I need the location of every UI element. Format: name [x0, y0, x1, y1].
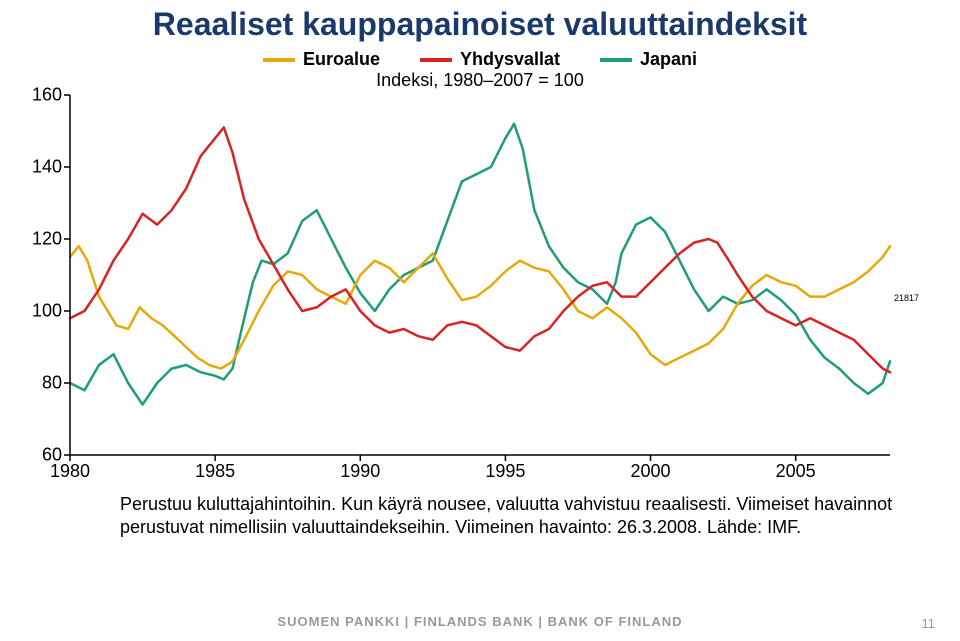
- legend-label: Yhdysvallat: [460, 49, 560, 70]
- chart-stamp: 21817: [894, 293, 919, 303]
- legend-swatch-yhdysvallat: [420, 58, 452, 62]
- line-chart: [70, 95, 890, 455]
- chart-area: 21817 6080100120140160198019851990199520…: [70, 95, 890, 455]
- page: Reaaliset kauppapainoiset valuuttaindeks…: [0, 0, 960, 641]
- y-tick-label: 160: [32, 85, 70, 106]
- x-tick-label: 1980: [50, 455, 90, 482]
- y-tick-label: 120: [32, 229, 70, 250]
- legend-item: Japani: [600, 49, 697, 70]
- chart-caption: Perustuu kuluttajahintoihin. Kun käyrä n…: [120, 493, 900, 538]
- x-tick-label: 1985: [195, 455, 235, 482]
- legend-item: Euroalue: [263, 49, 380, 70]
- y-tick-label: 100: [32, 301, 70, 322]
- x-tick-label: 1990: [340, 455, 380, 482]
- legend-swatch-euroalue: [263, 58, 295, 62]
- chart-subtitle: Indeksi, 1980–2007 = 100: [0, 70, 960, 91]
- x-tick-label: 2005: [776, 455, 816, 482]
- legend-label: Japani: [640, 49, 697, 70]
- legend-label: Euroalue: [303, 49, 380, 70]
- footer-text: SUOMEN PANKKI | FINLANDS BANK | BANK OF …: [277, 614, 682, 629]
- page-number: 11: [922, 616, 936, 631]
- footer: SUOMEN PANKKI | FINLANDS BANK | BANK OF …: [0, 613, 960, 631]
- legend-item: Yhdysvallat: [420, 49, 560, 70]
- legend: Euroalue Yhdysvallat Japani: [0, 49, 960, 70]
- chart-title: Reaaliset kauppapainoiset valuuttaindeks…: [0, 0, 960, 43]
- x-tick-label: 1995: [485, 455, 525, 482]
- x-tick-label: 2000: [630, 455, 670, 482]
- y-tick-label: 140: [32, 157, 70, 178]
- legend-swatch-japani: [600, 58, 632, 62]
- y-tick-label: 80: [42, 373, 70, 394]
